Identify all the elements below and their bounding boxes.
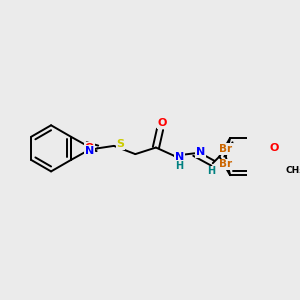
- Text: S: S: [116, 139, 124, 149]
- Text: Br: Br: [219, 159, 232, 170]
- Text: O: O: [270, 142, 279, 152]
- Text: H: H: [175, 161, 183, 171]
- Text: N: N: [196, 147, 205, 157]
- Text: O: O: [158, 118, 167, 128]
- Text: O: O: [85, 142, 94, 152]
- Text: H: H: [207, 167, 215, 176]
- Text: N: N: [85, 146, 94, 156]
- Text: N: N: [175, 152, 184, 162]
- Text: CH₃: CH₃: [286, 166, 300, 175]
- Text: Br: Br: [219, 144, 232, 154]
